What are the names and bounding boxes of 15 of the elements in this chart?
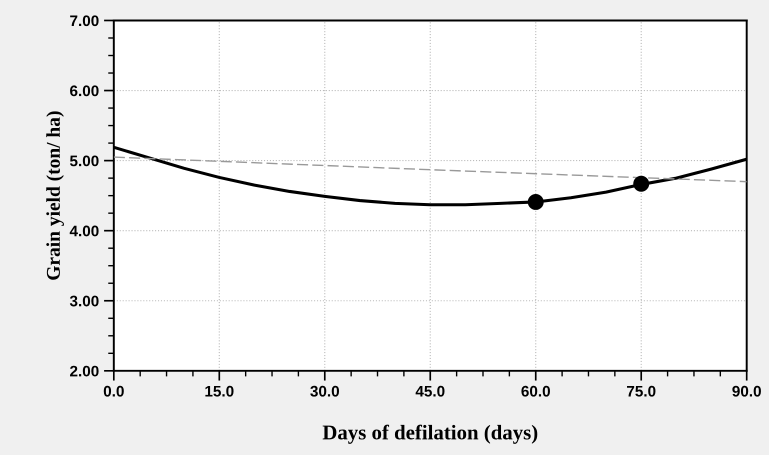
x-tick-label: 30.0 [310, 386, 340, 397]
y-tick-label: 2.00 [70, 366, 99, 377]
y-tick-label: 6.00 [70, 85, 99, 96]
x-tick-label: 15.0 [205, 386, 234, 397]
x-tick-label: 90.0 [732, 386, 761, 397]
x-axis-title: Days of defilation (days) [322, 424, 538, 444]
y-tick-label: 5.00 [70, 155, 99, 166]
y-tick-label: 3.00 [70, 296, 99, 306]
x-tick-label: 45.0 [416, 386, 444, 397]
y-tick-label: 4.00 [70, 226, 99, 236]
x-tick-label: 0.0 [104, 386, 124, 397]
y-axis-title: Grain yield (ton/ ha) [46, 111, 64, 280]
x-tick-label: 75.0 [627, 386, 656, 397]
y-tick-label: 7.00 [70, 15, 99, 26]
x-tick-label: 60.0 [521, 386, 550, 397]
